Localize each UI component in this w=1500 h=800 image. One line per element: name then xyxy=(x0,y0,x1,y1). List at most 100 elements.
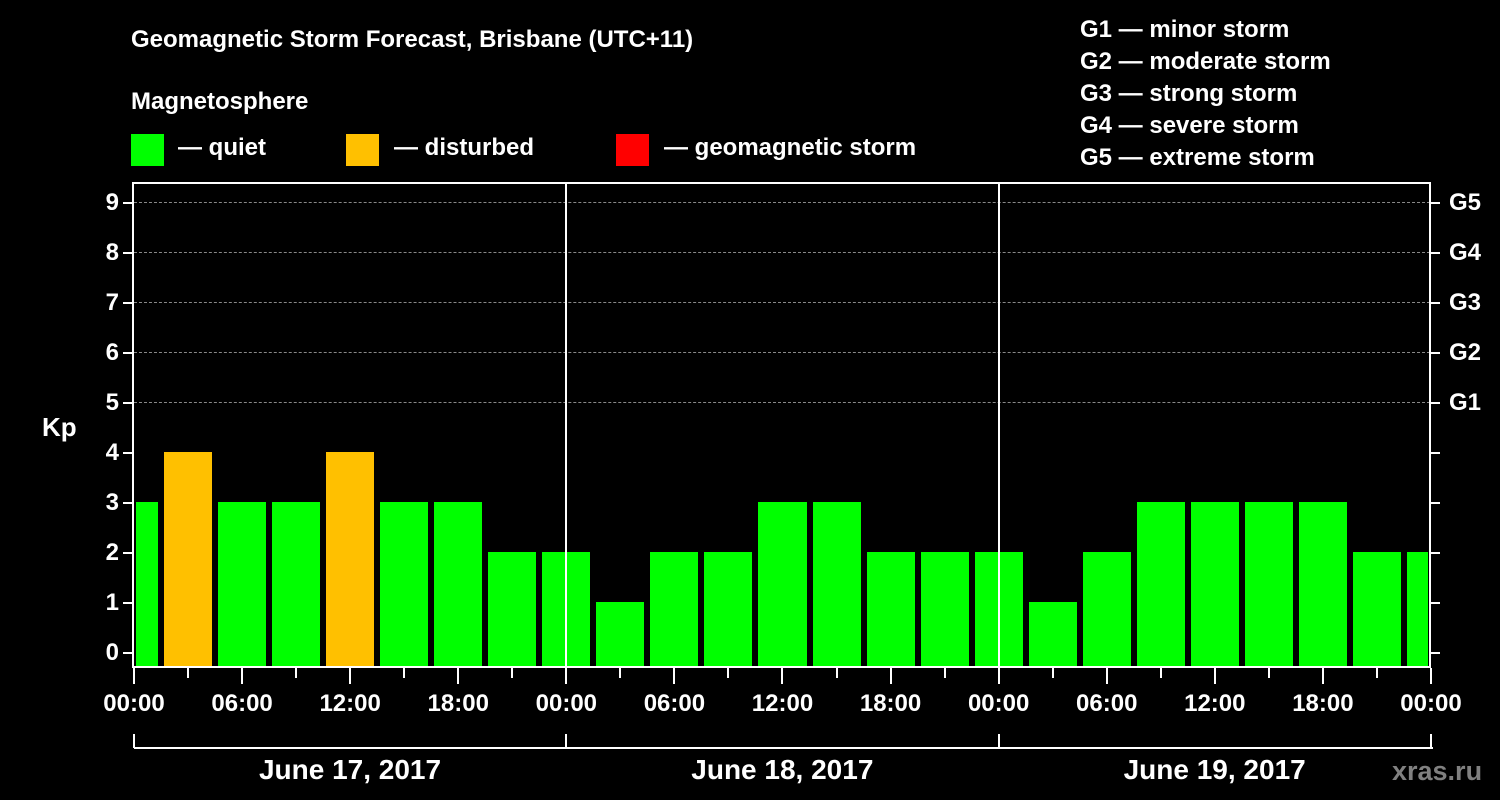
plot-frame xyxy=(132,182,1431,668)
right-tick xyxy=(1431,202,1440,204)
kp-bar-quiet xyxy=(1136,502,1185,667)
day-label: June 17, 2017 xyxy=(258,754,442,785)
x-tick-label: 18:00 xyxy=(427,690,489,717)
gridline xyxy=(134,202,1430,203)
right-tick xyxy=(1431,252,1440,254)
x-tick-major xyxy=(349,668,352,684)
kp-bar-quiet xyxy=(1244,502,1293,667)
kp-bar-quiet xyxy=(380,502,429,667)
kp-bar-quiet xyxy=(1028,602,1077,667)
kp-bar-quiet xyxy=(758,502,807,667)
x-tick-major xyxy=(673,668,676,684)
x-tick-minor xyxy=(1159,668,1162,678)
right-tick xyxy=(1431,602,1440,604)
legend-label-quiet: — quiet xyxy=(178,134,266,161)
x-tick-minor xyxy=(295,668,298,678)
x-tick-minor xyxy=(187,668,190,678)
kp-bar-quiet xyxy=(920,552,969,667)
kp-bar-quiet xyxy=(218,502,267,667)
x-tick-minor xyxy=(727,668,730,678)
chart-title: Geomagnetic Storm Forecast, Brisbane (UT… xyxy=(131,26,694,53)
y-tick xyxy=(123,402,132,404)
y-axis-label: Kp xyxy=(42,412,77,442)
day-bracket-tick xyxy=(133,734,135,748)
kp-bar-quiet xyxy=(1352,552,1401,667)
x-tick-minor xyxy=(511,668,514,678)
x-tick-minor xyxy=(619,668,622,678)
x-tick-minor xyxy=(1267,668,1270,678)
day-label: June 18, 2017 xyxy=(691,754,874,785)
x-tick-label: 06:00 xyxy=(211,690,273,717)
y-tick-label: 1 xyxy=(105,589,119,616)
g-scale-item: G5 — extreme storm xyxy=(1080,144,1315,171)
kp-bar-quiet xyxy=(1298,502,1347,667)
legend-swatch-disturbed xyxy=(346,134,379,166)
day-bracket-line xyxy=(134,747,1433,749)
right-tick xyxy=(1431,402,1440,404)
g-level-label: G1 xyxy=(1449,389,1482,416)
x-tick-label: 00:00 xyxy=(535,690,598,717)
g-scale-item: G1 — minor storm xyxy=(1080,16,1290,43)
x-tick-major xyxy=(1429,668,1432,684)
day-bracket-tick xyxy=(1429,734,1432,748)
x-tick-minor xyxy=(1051,668,1054,678)
right-tick xyxy=(1431,652,1440,654)
x-tick-label: 06:00 xyxy=(643,690,706,717)
g-scale-item: G2 — moderate storm xyxy=(1080,48,1331,75)
kp-bar-quiet xyxy=(1190,502,1239,667)
g-level-label: G2 xyxy=(1449,339,1482,366)
y-tick-label: 2 xyxy=(105,539,119,566)
g-level-label: G5 xyxy=(1449,189,1482,216)
x-tick-label: 12:00 xyxy=(1184,690,1246,717)
x-tick-label: 06:00 xyxy=(1076,690,1138,717)
x-tick-major xyxy=(133,668,135,684)
g-level-label: G3 xyxy=(1449,289,1482,316)
x-tick-major xyxy=(997,668,1000,684)
y-tick xyxy=(123,652,132,654)
day-separator xyxy=(997,182,1000,668)
y-tick xyxy=(123,202,132,204)
x-tick-label: 00:00 xyxy=(103,690,165,717)
y-tick xyxy=(123,302,132,304)
kp-bar-quiet xyxy=(596,602,645,667)
y-tick-label: 8 xyxy=(105,239,119,266)
y-tick-label: 3 xyxy=(105,489,119,516)
kp-bar-quiet xyxy=(434,502,483,667)
y-tick xyxy=(123,602,132,604)
x-tick-major xyxy=(241,668,244,684)
y-tick-label: 4 xyxy=(105,439,119,466)
x-tick-minor xyxy=(1375,668,1378,678)
kp-bar-quiet xyxy=(272,502,321,667)
chart-subtitle: Magnetosphere xyxy=(131,88,309,115)
legend-swatch-storm xyxy=(616,134,649,166)
kp-bar-quiet xyxy=(866,552,915,667)
kp-bar-quiet xyxy=(488,552,537,667)
gridline xyxy=(134,352,1430,353)
watermark: xras.ru xyxy=(1392,756,1483,786)
x-tick-major xyxy=(457,668,460,684)
x-tick-label: 12:00 xyxy=(751,690,814,717)
kp-bar-quiet xyxy=(1406,552,1428,667)
x-tick-major xyxy=(1105,668,1108,684)
right-tick xyxy=(1431,552,1440,554)
g-scale-item: G4 — severe storm xyxy=(1080,112,1299,139)
gridline xyxy=(134,402,1430,403)
day-separator xyxy=(565,182,568,668)
x-tick-minor xyxy=(835,668,838,678)
gridline xyxy=(134,252,1430,253)
right-tick xyxy=(1431,502,1440,504)
legend-swatch-quiet xyxy=(131,134,164,166)
g-scale-legend: G1 — minor storm G2 — moderate storm G3 … xyxy=(1080,14,1331,174)
g-level-label: G4 xyxy=(1449,239,1482,266)
x-tick-label: 18:00 xyxy=(1292,690,1354,717)
kp-bar-quiet xyxy=(1082,552,1131,667)
kp-bar-quiet xyxy=(650,552,699,667)
x-tick-label: 18:00 xyxy=(859,690,922,717)
x-tick-major xyxy=(565,668,568,684)
x-tick-major xyxy=(1213,668,1216,684)
x-tick-major xyxy=(889,668,892,684)
y-tick-label: 0 xyxy=(105,639,119,666)
legend-label-disturbed: — disturbed xyxy=(394,134,535,161)
right-tick xyxy=(1431,452,1440,454)
gridline xyxy=(134,302,1430,303)
